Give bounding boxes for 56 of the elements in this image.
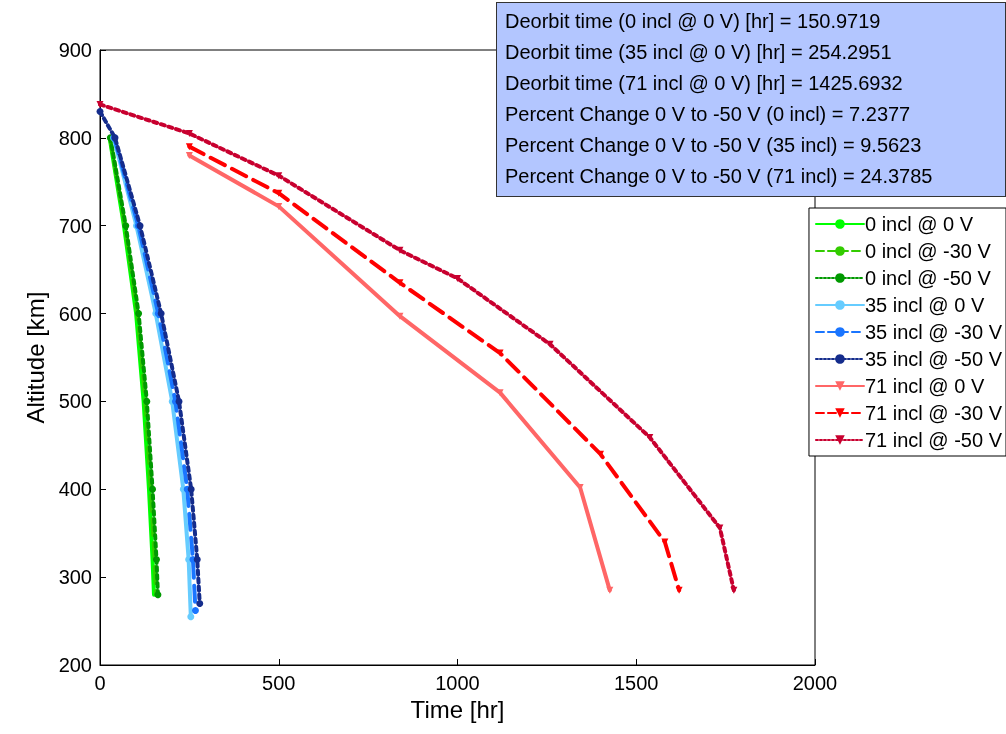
point	[185, 151, 193, 159]
point	[187, 485, 195, 493]
legend-label: 0 incl @ -50 V	[864, 267, 992, 289]
y-tick-label: 300	[58, 566, 92, 589]
point	[143, 397, 151, 405]
y-tick-label: 900	[58, 39, 92, 61]
x-axis-title: Time [hr]	[410, 696, 505, 724]
point	[496, 349, 504, 357]
annotation: Percent Change 0 V to -50 V (0 incl) = 7.2377	[505, 102, 912, 127]
point	[175, 397, 183, 405]
point	[96, 100, 104, 108]
legend-label: 0 incl @ 0 V	[864, 213, 974, 235]
y-tick-label: 400	[58, 478, 92, 501]
x-tick-label: 1000	[435, 672, 480, 694]
y-tick-label: 200	[58, 654, 92, 676]
point	[152, 556, 160, 564]
point	[454, 274, 461, 282]
annotation: Deorbit time (71 incl @ 0 V) [hr] = 1425.6932	[505, 71, 904, 96]
legend-label: 35 incl @ -50 V	[864, 348, 1003, 370]
y-axis-title: Altitude [km]	[22, 291, 50, 424]
annotation: Percent Change 0 V to -50 V (71 incl) = 24.3785	[505, 164, 934, 189]
point	[646, 433, 654, 441]
point	[597, 450, 604, 458]
legend-label: 35 incl @ 0 V	[864, 294, 985, 316]
annotation: Percent Change 0 V to -50 V (35 incl) = 9.5623	[505, 133, 923, 158]
x-tick-label: 500	[262, 672, 296, 694]
point	[185, 129, 193, 137]
point	[730, 586, 738, 594]
point	[154, 591, 162, 599]
x-tick-label: 1500	[614, 672, 659, 694]
point	[122, 222, 130, 230]
y-tick-label: 600	[58, 302, 92, 325]
point	[275, 172, 283, 180]
legend-label: 71 incl @ -30 V	[864, 402, 1003, 424]
y-tick-label: 500	[58, 390, 92, 413]
point	[185, 143, 193, 151]
annotation: Deorbit time (35 incl @ 0 V) [hr] = 254.2951	[505, 40, 893, 65]
text: Deorbit time (0 incl @ 0 V) [hr] = 150.9719	[505, 10, 881, 32]
point	[135, 310, 143, 318]
legend-label: 71 incl @ 0 V	[864, 375, 985, 397]
point	[196, 600, 204, 607]
point	[149, 485, 157, 493]
y-tick-label: 700	[58, 214, 92, 237]
legend-label: 0 incl @ -30 V	[864, 240, 992, 262]
y-tick-label: 800	[58, 126, 92, 149]
point	[187, 613, 195, 621]
point	[675, 586, 683, 594]
point	[193, 556, 201, 564]
x-tick-label: 2000	[792, 672, 838, 694]
point	[396, 246, 404, 254]
x-tick-label: 0	[94, 672, 106, 694]
point	[96, 108, 104, 115]
point	[546, 340, 554, 348]
point	[191, 607, 199, 615]
legend-label: 71 incl @ -50 V	[864, 429, 1003, 451]
legend-label: 35 incl @ -30 V	[864, 321, 1003, 343]
